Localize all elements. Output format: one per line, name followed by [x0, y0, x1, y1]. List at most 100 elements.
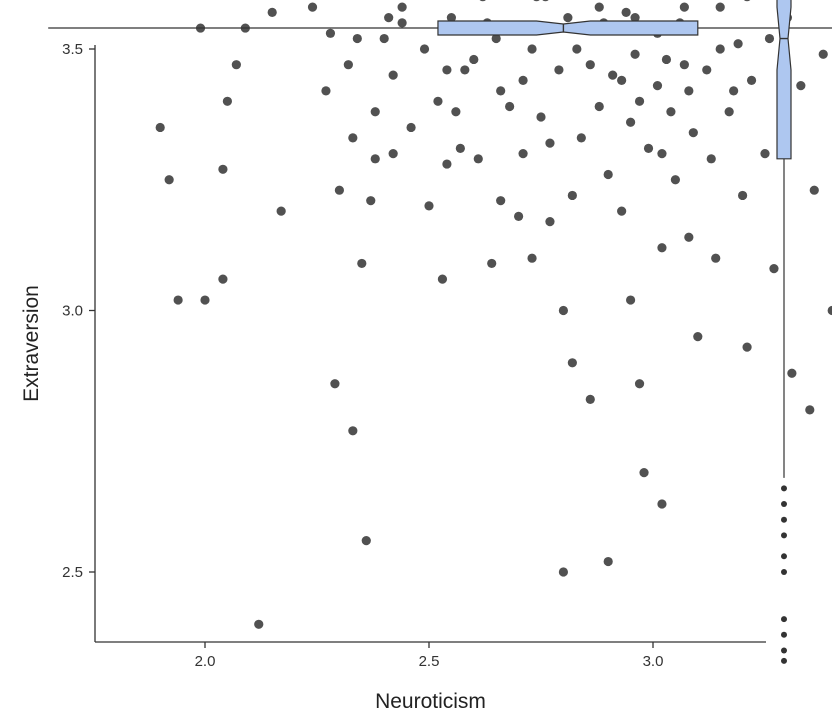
scatter-point — [442, 159, 452, 169]
scatter-point — [343, 60, 353, 70]
y-axis-title: Extraversion — [20, 285, 43, 402]
scatter-point — [370, 107, 380, 117]
scatter-point — [433, 96, 443, 106]
scatter-point — [746, 75, 757, 85]
scatter-point — [715, 44, 725, 54]
y-boxplot-outlier — [781, 485, 787, 492]
y-boxplot-outlier — [781, 657, 787, 664]
scatter-point — [617, 75, 627, 85]
scatter-point — [348, 133, 358, 143]
scatter-point — [514, 211, 524, 221]
scatter-point — [473, 154, 483, 164]
scatter-point — [729, 86, 739, 96]
scatter-point — [518, 75, 528, 85]
scatter-point — [657, 243, 667, 253]
scatter-point — [397, 2, 407, 12]
scatter-point — [222, 96, 232, 106]
y-boxplot-outlier — [781, 532, 787, 539]
scatter-point — [585, 394, 595, 405]
y-boxplot-outlier — [781, 631, 787, 638]
scatter-point — [267, 7, 277, 17]
scatter-point — [608, 70, 618, 80]
y-tick-label: 3.0 — [62, 303, 83, 320]
scatter-point — [424, 201, 434, 211]
scatter-point — [594, 2, 604, 12]
scatter-point — [218, 164, 228, 174]
scatter-point — [469, 54, 479, 65]
scatter-point — [643, 143, 654, 153]
scatter-point — [809, 185, 819, 195]
scatter-point — [733, 39, 743, 49]
scatter-point — [634, 379, 645, 389]
scatter-point — [693, 332, 703, 342]
scatter-point — [164, 175, 174, 185]
scatter-point — [307, 2, 318, 12]
scatter-point — [406, 122, 416, 133]
scatter-point — [496, 86, 506, 96]
scatter-point — [487, 258, 497, 269]
scatter-point — [321, 86, 331, 96]
scatter-point — [666, 107, 676, 117]
scatter-point — [621, 7, 631, 17]
scatter-point — [567, 358, 577, 368]
scatter-point — [742, 342, 752, 352]
scatter-point — [603, 556, 613, 567]
scatter-point — [325, 28, 336, 38]
scatter-point — [764, 33, 775, 44]
scatter-point — [518, 149, 528, 159]
scatter-point — [334, 185, 344, 195]
scatter-point — [388, 149, 398, 159]
y-boxplot-outlier — [781, 647, 787, 654]
x-tick-label: 2.5 — [419, 653, 440, 670]
scatter-point — [231, 60, 241, 70]
scatter-point — [558, 567, 569, 577]
scatter-point — [572, 44, 582, 54]
scatter-point — [545, 138, 555, 148]
scatter-point — [173, 295, 183, 305]
scatter-point — [594, 101, 604, 112]
x-tick-label: 2.0 — [195, 653, 216, 670]
scatter-point — [379, 33, 389, 44]
scatter-point — [617, 206, 627, 216]
scatter-point — [491, 33, 501, 44]
scatter-point — [652, 81, 663, 91]
scatter-point — [437, 274, 448, 284]
scatter-point — [805, 405, 815, 415]
scatter-point — [670, 175, 681, 185]
scatter-point — [496, 196, 506, 206]
y-tick-label: 3.5 — [62, 41, 83, 58]
scatter-point — [743, 0, 751, 2]
scatter-point — [200, 295, 210, 305]
scatter-point — [536, 112, 546, 122]
scatter-point — [702, 65, 712, 75]
scatter-point — [684, 232, 694, 242]
scatter-point — [760, 149, 770, 159]
y-boxplot-outlier — [781, 553, 787, 560]
scatter-point — [563, 13, 573, 23]
scatter-point — [630, 49, 640, 59]
scatter-point — [527, 253, 537, 263]
scatter-point — [254, 619, 264, 629]
scatter-point — [818, 49, 828, 59]
x-axis-title: Neuroticism — [375, 690, 486, 713]
scatter-point — [567, 190, 577, 201]
scatter-point — [715, 2, 725, 12]
scatter-point — [634, 96, 645, 106]
scatter-point — [357, 258, 367, 269]
scatter-point — [361, 536, 371, 546]
scatter-point — [370, 154, 380, 164]
y-tick-label: 2.5 — [62, 564, 83, 581]
scatter-point — [796, 81, 806, 91]
scatter-point — [451, 107, 461, 117]
scatter-point — [533, 0, 540, 2]
scatter-point — [626, 117, 636, 127]
scatter-point — [505, 101, 515, 112]
scatter-point — [626, 295, 636, 305]
scatter-point — [397, 18, 407, 28]
scatter-point — [630, 13, 640, 23]
scatter-point — [738, 190, 748, 201]
scatter-point — [724, 107, 734, 117]
scatter-point — [384, 13, 394, 23]
scatter-point — [661, 54, 672, 65]
